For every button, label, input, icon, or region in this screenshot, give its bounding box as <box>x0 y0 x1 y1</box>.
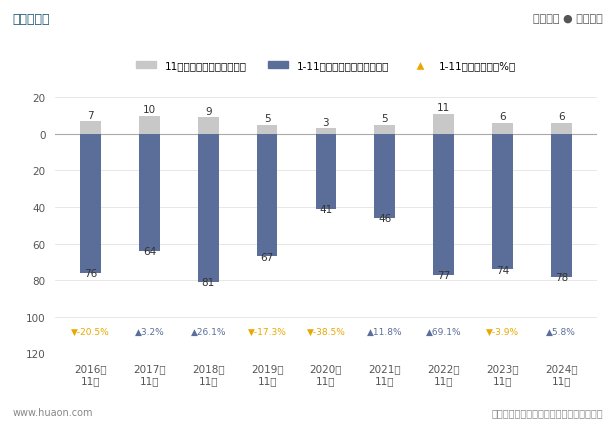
Text: 67: 67 <box>261 252 274 262</box>
Text: 10: 10 <box>143 105 156 115</box>
Text: 76: 76 <box>84 269 97 279</box>
Text: ▲3.2%: ▲3.2% <box>135 327 164 336</box>
Text: 5: 5 <box>381 114 388 124</box>
Text: ▲26.1%: ▲26.1% <box>191 327 226 336</box>
Text: 46: 46 <box>378 214 391 224</box>
Bar <box>434 115 454 135</box>
Text: ▼-3.9%: ▼-3.9% <box>486 327 519 336</box>
Text: 6: 6 <box>558 112 565 122</box>
Text: 78: 78 <box>555 272 568 282</box>
Bar <box>434 135 454 275</box>
Bar <box>375 125 395 135</box>
Bar <box>139 116 160 135</box>
Text: 华经情报网: 华经情报网 <box>12 13 50 26</box>
Bar <box>492 124 513 135</box>
Bar <box>81 122 101 135</box>
Text: ▼-20.5%: ▼-20.5% <box>71 327 110 336</box>
Bar <box>315 129 336 135</box>
Text: 数据来源：中国海关；华经产业研究院整理: 数据来源：中国海关；华经产业研究院整理 <box>491 407 603 417</box>
Text: 3: 3 <box>323 118 329 127</box>
Bar <box>375 135 395 219</box>
Text: ▲11.8%: ▲11.8% <box>367 327 403 336</box>
Text: 81: 81 <box>202 278 215 288</box>
Text: 77: 77 <box>437 271 450 280</box>
Text: 41: 41 <box>319 205 333 215</box>
Text: ▼-38.5%: ▼-38.5% <box>306 327 346 336</box>
Text: 5: 5 <box>264 114 271 124</box>
Text: www.huaon.com: www.huaon.com <box>12 407 93 417</box>
Bar <box>139 135 160 251</box>
Bar <box>551 135 571 277</box>
Text: 9: 9 <box>205 106 212 117</box>
Text: 7: 7 <box>87 110 94 120</box>
Bar <box>257 125 277 135</box>
Bar <box>81 135 101 273</box>
Text: 74: 74 <box>496 265 509 275</box>
Bar <box>257 135 277 257</box>
Bar <box>198 118 218 135</box>
Text: 11: 11 <box>437 103 450 113</box>
Text: 64: 64 <box>143 247 156 257</box>
Bar <box>315 135 336 209</box>
Text: ▲69.1%: ▲69.1% <box>426 327 461 336</box>
Legend: 11月进出口总额（亿美元）, 1-11月进出口总额（亿美元）, 1-11月同比增速（%）: 11月进出口总额（亿美元）, 1-11月进出口总额（亿美元）, 1-11月同比增… <box>132 57 520 75</box>
Bar <box>492 135 513 270</box>
Bar <box>551 124 571 135</box>
Text: 专业严谨 ● 客观科学: 专业严谨 ● 客观科学 <box>533 14 603 24</box>
Text: 6: 6 <box>499 112 506 122</box>
Bar <box>198 135 218 282</box>
Text: 2016-2024年11月海南省并经济特区外商投资企业进出口总额: 2016-2024年11月海南省并经济特区外商投资企业进出口总额 <box>134 53 481 71</box>
Text: ▼-17.3%: ▼-17.3% <box>248 327 287 336</box>
Text: ▲5.8%: ▲5.8% <box>546 327 576 336</box>
